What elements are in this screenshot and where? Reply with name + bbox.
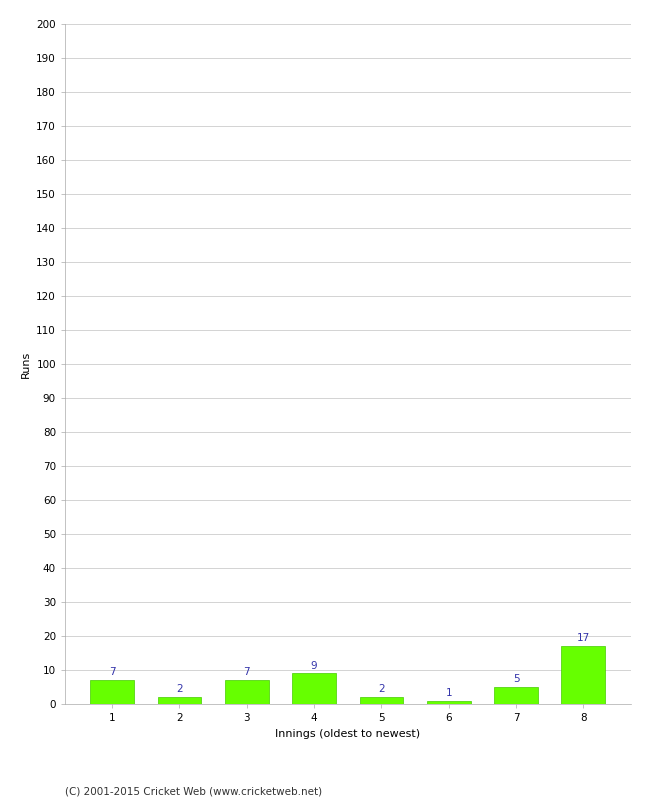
- Bar: [359, 697, 403, 704]
- Text: 2: 2: [176, 685, 183, 694]
- Bar: [90, 680, 134, 704]
- Bar: [225, 680, 268, 704]
- Bar: [427, 701, 471, 704]
- Text: 5: 5: [513, 674, 519, 684]
- X-axis label: Innings (oldest to newest): Innings (oldest to newest): [275, 729, 421, 738]
- Text: (C) 2001-2015 Cricket Web (www.cricketweb.net): (C) 2001-2015 Cricket Web (www.cricketwe…: [65, 786, 322, 796]
- Text: 17: 17: [577, 634, 590, 643]
- Text: 7: 7: [109, 667, 116, 678]
- Text: 9: 9: [311, 661, 317, 670]
- Bar: [157, 697, 202, 704]
- Y-axis label: Runs: Runs: [21, 350, 31, 378]
- Text: 2: 2: [378, 685, 385, 694]
- Bar: [292, 674, 336, 704]
- Text: 1: 1: [445, 688, 452, 698]
- Bar: [562, 646, 605, 704]
- Bar: [494, 687, 538, 704]
- Text: 7: 7: [244, 667, 250, 678]
